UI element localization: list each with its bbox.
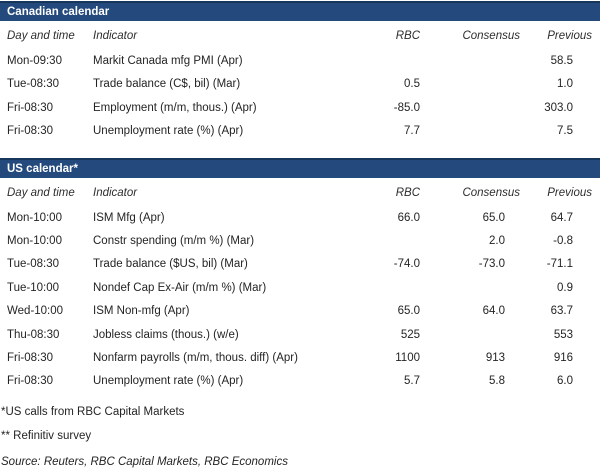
cell-previous: 6.0 [557, 375, 573, 388]
cell-consensus [422, 50, 520, 73]
section-rows: Mon-09:30 Markit Canada mfg PMI (Apr) 58… [0, 50, 600, 144]
cell-consensus: -73.0 [478, 258, 505, 271]
cell-day-and-time: Tue-08:30 [7, 78, 59, 91]
column-header-consensus: Consensus [462, 30, 520, 42]
table-row: Mon-09:30 Markit Canada mfg PMI (Apr) 58… [0, 50, 600, 73]
column-header-indicator: Indicator [93, 186, 138, 199]
cell-day-and-time: Mon-09:30 [7, 55, 62, 67]
canadian-calendar-title-bar: Canadian calendar [0, 1, 600, 21]
column-header-row: Day and time Indicator RBC Consensus Pre… [0, 185, 600, 201]
cell-day-and-time: Tue-10:00 [7, 281, 59, 294]
cell-day-and-time: Fri-08:30 [7, 351, 54, 364]
table-row: Fri-08:30 Employment (m/m, thous.) (Apr)… [0, 97, 600, 120]
cell-day-and-time: Mon-10:00 [7, 211, 62, 224]
section-rows: Mon-10:00 ISM Mfg (Apr) 66.0 65.0 64.7 M… [0, 207, 600, 394]
cell-rbc [352, 230, 422, 253]
table-row: Mon-10:00 Constr spending (m/m %) (Mar) … [0, 230, 600, 253]
cell-consensus [422, 97, 520, 120]
cell-consensus: 65.0 [482, 211, 505, 224]
footnotes: *US calls from RBC Capital Markets ** Re… [0, 400, 600, 474]
cell-consensus [422, 120, 520, 143]
cell-indicator: Unemployment rate (%) (Apr) [93, 375, 244, 388]
cell-indicator: ISM Non-mfg (Apr) [93, 305, 190, 318]
cell-indicator: Markit Canada mfg PMI (Apr) [93, 55, 243, 67]
section-title: Canadian calendar [7, 6, 110, 18]
cell-day-and-time: Fri-08:30 [7, 375, 54, 388]
table-row: Fri-08:30 Unemployment rate (%) (Apr) 5.… [0, 370, 600, 393]
cell-previous: 1.0 [557, 78, 573, 91]
cell-rbc [352, 277, 422, 300]
cell-indicator: Constr spending (m/m %) (Mar) [93, 234, 255, 247]
table-row: Mon-10:00 ISM Mfg (Apr) 66.0 65.0 64.7 [0, 207, 600, 230]
cell-previous: 58.5 [550, 55, 573, 67]
column-header-day: Day and time [7, 30, 75, 42]
cell-previous: 63.7 [550, 305, 573, 318]
column-header-rbc: RBC [395, 186, 420, 199]
cell-consensus: 5.8 [489, 375, 505, 388]
footnote-refinitiv: ** Refinitiv survey [1, 430, 92, 443]
column-header-rbc: RBC [395, 30, 420, 42]
table-row: Fri-08:30 Unemployment rate (%) (Apr) 7.… [0, 120, 600, 143]
cell-indicator: Trade balance (C$, bil) (Mar) [93, 78, 241, 91]
cell-indicator: Employment (m/m, thous.) (Apr) [93, 101, 257, 114]
cell-rbc: -85.0 [393, 101, 420, 114]
table-row: Thu-08:30 Jobless claims (thous.) (w/e) … [0, 324, 600, 347]
cell-previous: 7.5 [557, 125, 573, 138]
cell-rbc: -74.0 [393, 258, 420, 271]
cell-day-and-time: Fri-08:30 [7, 101, 54, 114]
footnote-us-calls: *US calls from RBC Capital Markets [1, 405, 185, 418]
cell-day-and-time: Mon-10:00 [7, 234, 62, 247]
cell-consensus: 64.0 [482, 305, 505, 318]
cell-consensus: 2.0 [489, 234, 505, 247]
cell-consensus [422, 324, 520, 347]
cell-day-and-time: Thu-08:30 [7, 328, 60, 341]
cell-rbc [352, 50, 422, 73]
cell-rbc: 66.0 [397, 211, 420, 224]
column-header-previous: Previous [547, 30, 592, 42]
table-row: Fri-08:30 Nonfarm payrolls (m/m, thous. … [0, 347, 600, 370]
cell-rbc: 5.7 [404, 375, 420, 388]
cell-previous: 303.0 [544, 101, 573, 114]
table-row: Tue-08:30 Trade balance ($US, bil) (Mar)… [0, 253, 600, 276]
cell-indicator: ISM Mfg (Apr) [93, 211, 165, 224]
cell-rbc: 65.0 [397, 305, 420, 318]
cell-previous: -0.8 [553, 234, 573, 247]
cell-previous: 64.7 [550, 211, 573, 224]
cell-indicator: Nonfarm payrolls (m/m, thous. diff) (Apr… [93, 351, 298, 364]
cell-indicator: Nondef Cap Ex-Air (m/m %) (Mar) [93, 281, 267, 294]
source-attribution: Source: Reuters, RBC Capital Markets, RB… [1, 455, 288, 468]
cell-consensus: 913 [485, 351, 505, 364]
canadian-calendar-section: Canadian calendar Day and time Indicator… [0, 1, 600, 144]
us-calendar-title-bar: US calendar* [0, 157, 600, 178]
table-row: Tue-08:30 Trade balance (C$, bil) (Mar) … [0, 73, 600, 96]
column-header-previous: Previous [547, 186, 592, 199]
table-row: Wed-10:00 ISM Non-mfg (Apr) 65.0 64.0 63… [0, 300, 600, 323]
us-calendar-section: US calendar* Day and time Indicator RBC … [0, 157, 600, 394]
cell-previous: 553 [553, 328, 573, 341]
cell-rbc: 7.7 [404, 125, 420, 138]
cell-day-and-time: Wed-10:00 [7, 305, 64, 318]
cell-rbc: 1100 [395, 351, 420, 364]
cell-indicator: Trade balance ($US, bil) (Mar) [93, 258, 248, 271]
column-header-indicator: Indicator [93, 30, 138, 42]
cell-previous: -71.1 [546, 258, 573, 271]
column-header-day: Day and time [7, 186, 75, 199]
cell-day-and-time: Tue-08:30 [7, 258, 59, 271]
cell-previous: 916 [553, 351, 573, 364]
column-header-consensus: Consensus [462, 186, 520, 199]
table-row: Tue-10:00 Nondef Cap Ex-Air (m/m %) (Mar… [0, 277, 600, 300]
cell-rbc: 525 [400, 328, 420, 341]
cell-indicator: Jobless claims (thous.) (w/e) [93, 328, 239, 341]
column-header-row: Day and time Indicator RBC Consensus Pre… [0, 28, 600, 44]
cell-previous: 0.9 [557, 281, 573, 294]
section-title: US calendar* [7, 162, 78, 175]
cell-consensus [422, 277, 520, 300]
cell-indicator: Unemployment rate (%) (Apr) [93, 125, 244, 138]
cell-consensus [422, 73, 520, 96]
cell-day-and-time: Fri-08:30 [7, 125, 54, 138]
cell-rbc: 0.5 [404, 78, 420, 91]
